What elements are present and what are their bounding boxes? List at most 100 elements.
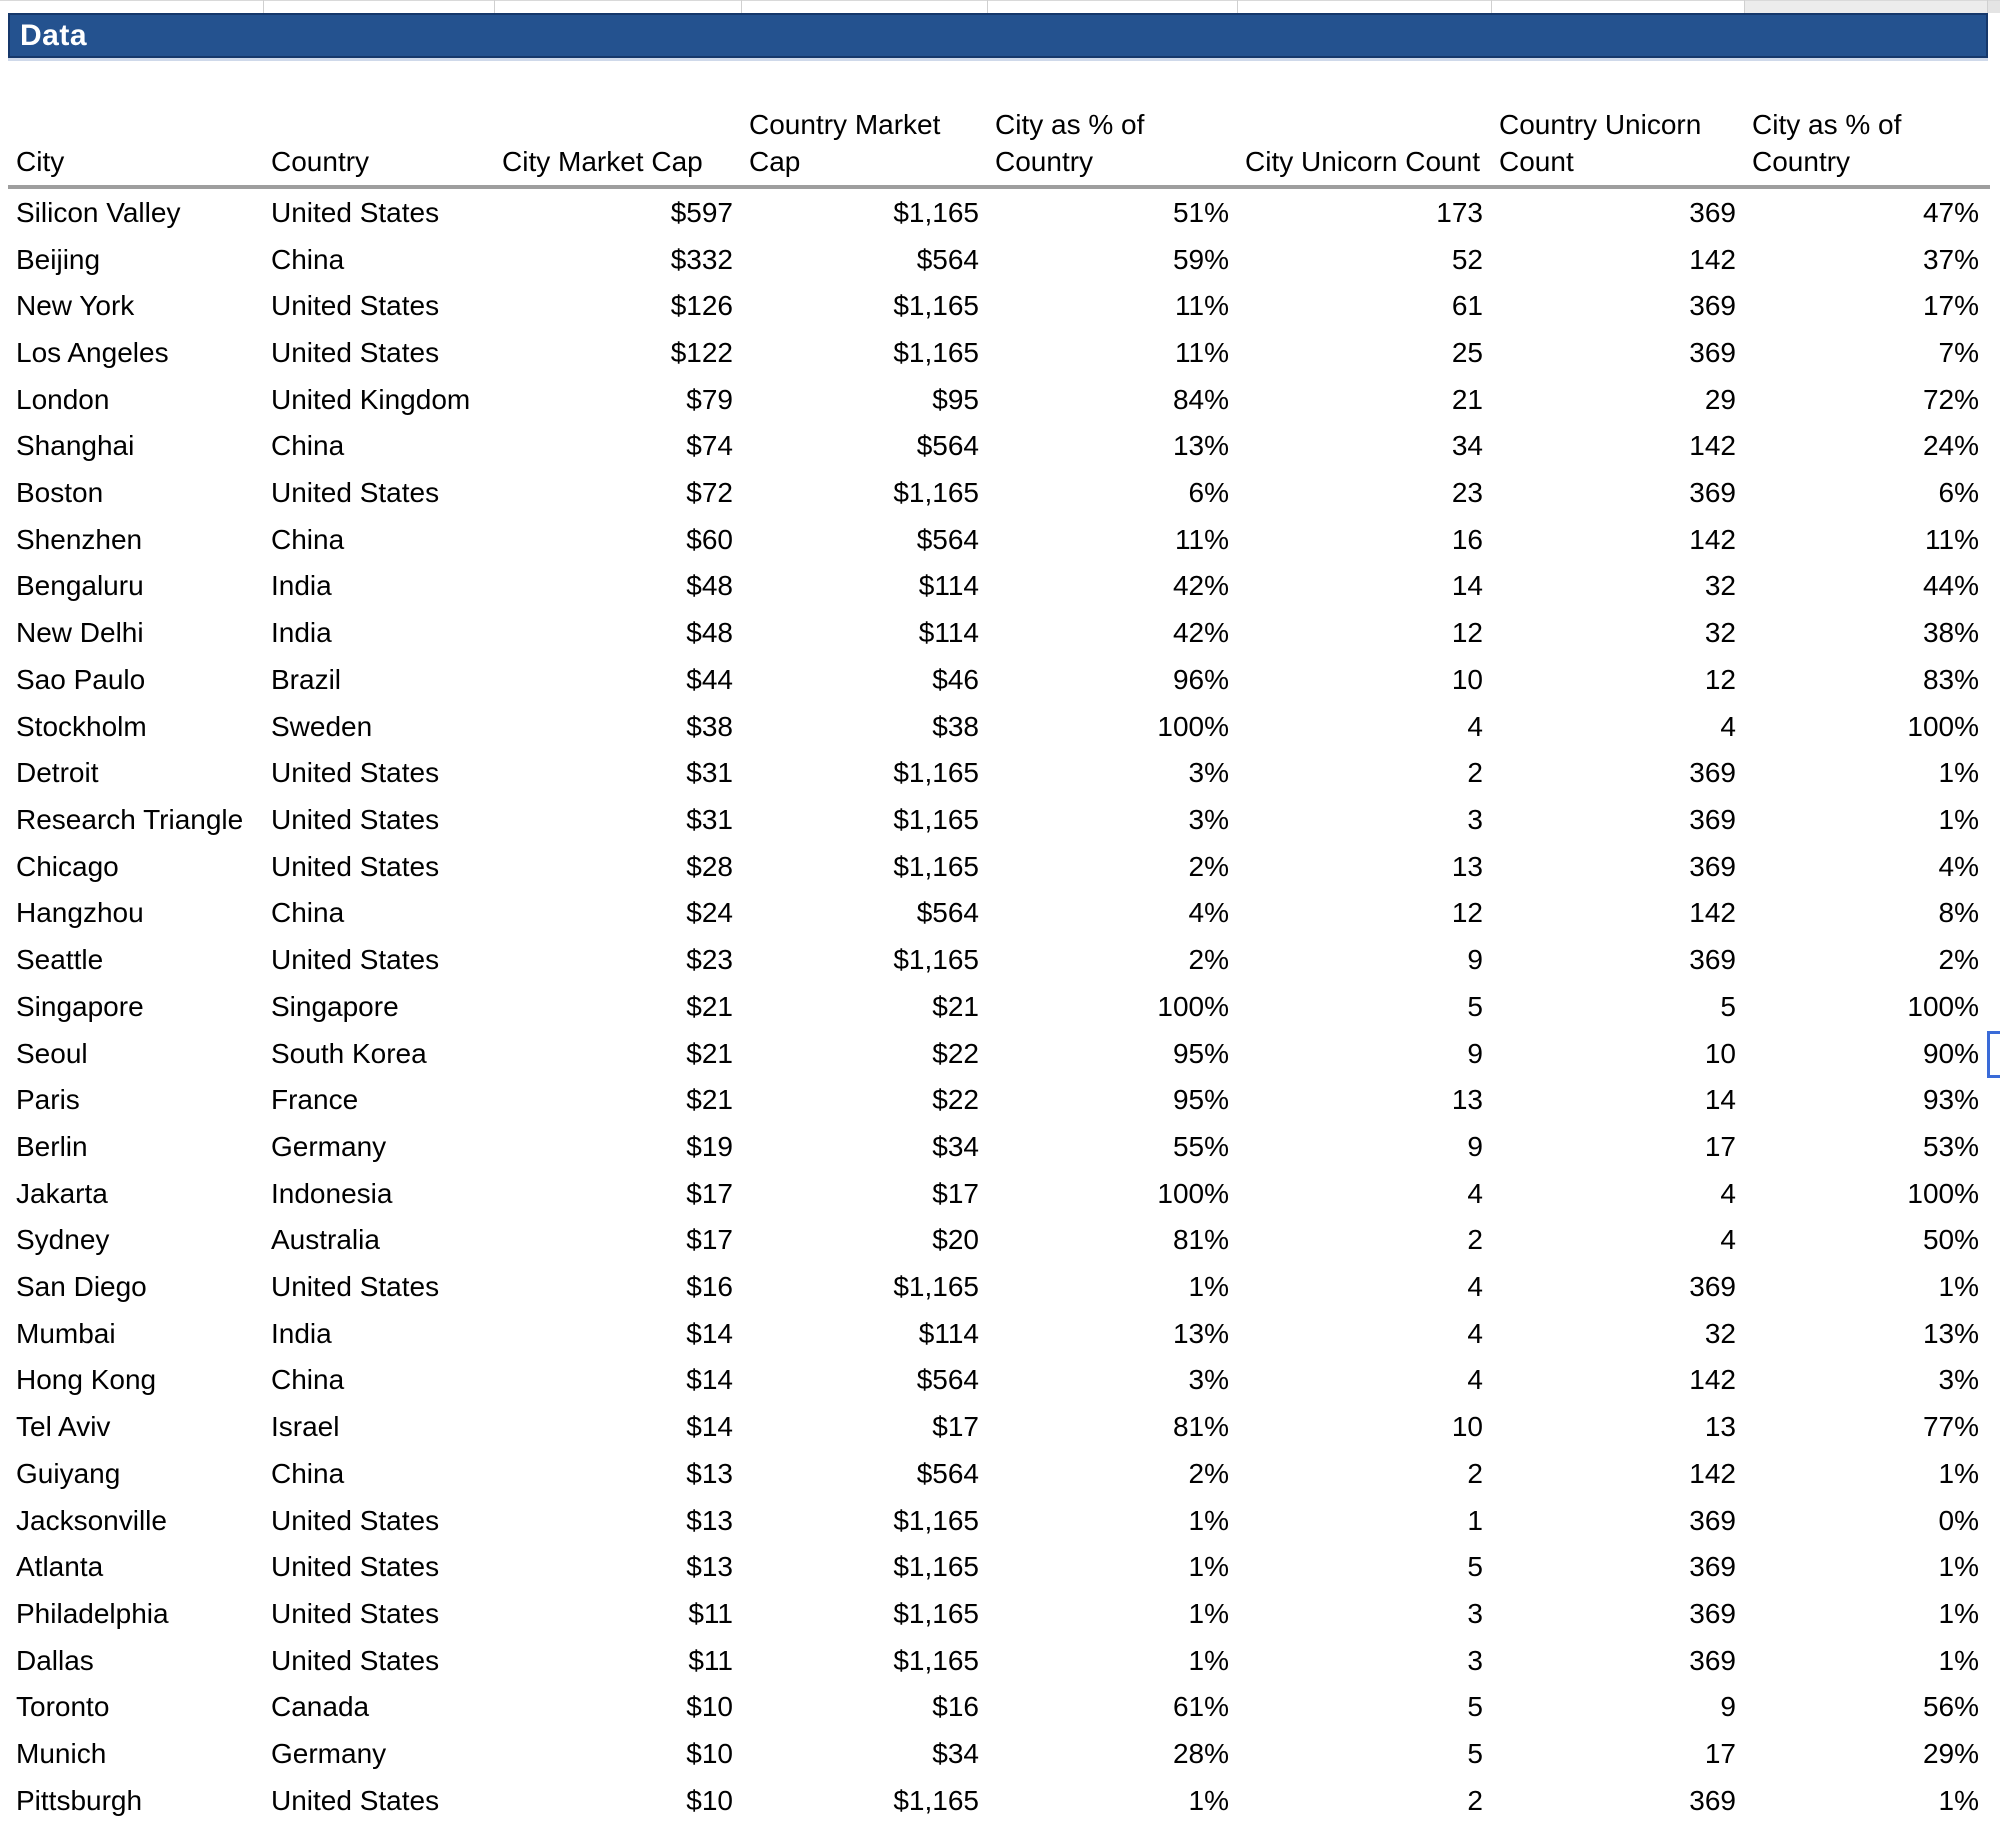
cell-country-market-cap[interactable]: $114 — [918, 617, 979, 649]
cell-city-pct-of-country-unicorns[interactable]: 17% — [1922, 290, 1979, 322]
cell-country[interactable]: United States — [271, 477, 440, 509]
cell-city-market-cap[interactable]: $11 — [688, 1644, 733, 1676]
cell-city-pct-of-country-unicorns[interactable]: 44% — [1922, 570, 1979, 602]
cell-city-pct-of-country-unicorns[interactable]: 24% — [1922, 430, 1979, 462]
cell-country-unicorn-count[interactable]: 369 — [1689, 1551, 1736, 1583]
cell-city-pct-of-country[interactable]: 100% — [1157, 990, 1229, 1022]
cell-city-pct-of-country[interactable]: 81% — [1172, 1224, 1229, 1256]
cell-country[interactable]: United States — [271, 944, 440, 976]
cell-city[interactable]: Mumbai — [16, 1317, 116, 1349]
cell-city[interactable]: London — [16, 383, 110, 415]
cell-city-pct-of-country[interactable]: 3% — [1188, 757, 1229, 789]
cell-city-pct-of-country-unicorns[interactable]: 0% — [1938, 1504, 1979, 1536]
cell-city-market-cap[interactable]: $13 — [686, 1551, 733, 1583]
cell-city-pct-of-country-unicorns[interactable]: 8% — [1938, 897, 1979, 929]
cell-city-market-cap[interactable]: $24 — [686, 897, 733, 929]
cell-country-unicorn-count[interactable]: 142 — [1689, 430, 1736, 462]
cell-city-unicorn-count[interactable]: 2 — [1467, 1224, 1483, 1256]
cell-city-pct-of-country-unicorns[interactable]: 7% — [1938, 336, 1979, 368]
cell-city-pct-of-country-unicorns[interactable]: 4% — [1938, 850, 1979, 882]
cell-city[interactable]: Seoul — [16, 1037, 88, 1069]
cell-city-pct-of-country[interactable]: 13% — [1172, 1317, 1229, 1349]
cell-city-market-cap[interactable]: $23 — [686, 944, 733, 976]
cell-country-unicorn-count[interactable]: 369 — [1689, 944, 1736, 976]
cell-city-market-cap[interactable]: $10 — [686, 1738, 733, 1770]
cell-city[interactable]: Silicon Valley — [16, 196, 181, 228]
cell-city-unicorn-count[interactable]: 9 — [1467, 1130, 1483, 1162]
cell-city-market-cap[interactable]: $38 — [686, 710, 733, 742]
cell-city-pct-of-country-unicorns[interactable]: 100% — [1907, 990, 1979, 1022]
cell-city-market-cap[interactable]: $14 — [686, 1364, 733, 1396]
cell-country[interactable]: Brazil — [271, 663, 342, 695]
cell-country-market-cap[interactable]: $16 — [932, 1691, 979, 1723]
cell-city-pct-of-country-unicorns[interactable]: 1% — [1938, 757, 1979, 789]
cell-city-unicorn-count[interactable]: 4 — [1467, 1317, 1483, 1349]
cell-country-unicorn-count[interactable]: 32 — [1704, 1317, 1736, 1349]
cell-city-unicorn-count[interactable]: 10 — [1451, 663, 1483, 695]
cell-city-pct-of-country[interactable]: 4% — [1188, 897, 1229, 929]
cell-country[interactable]: China — [271, 430, 345, 462]
cell-city-pct-of-country[interactable]: 55% — [1172, 1130, 1229, 1162]
cell-city[interactable]: New Delhi — [16, 617, 144, 649]
cell-city-pct-of-country-unicorns[interactable]: 1% — [1938, 1644, 1979, 1676]
cell-city-pct-of-country-unicorns[interactable]: 47% — [1922, 196, 1979, 228]
cell-country-unicorn-count[interactable]: 369 — [1689, 336, 1736, 368]
cell-city-pct-of-country[interactable]: 95% — [1172, 1037, 1229, 1069]
cell-city-pct-of-country-unicorns[interactable]: 37% — [1922, 243, 1979, 275]
cell-country[interactable]: United States — [271, 290, 440, 322]
cell-city-pct-of-country[interactable]: 1% — [1188, 1551, 1229, 1583]
cell-country-market-cap[interactable]: $20 — [932, 1224, 979, 1256]
cell-country-unicorn-count[interactable]: 369 — [1689, 1597, 1736, 1629]
cell-country[interactable]: China — [271, 523, 345, 555]
cell-country[interactable]: India — [271, 1317, 332, 1349]
cell-country-market-cap[interactable]: $17 — [932, 1177, 979, 1209]
cell-city-pct-of-country-unicorns[interactable]: 3% — [1938, 1364, 1979, 1396]
cell-country[interactable]: France — [271, 1084, 359, 1116]
cell-country-unicorn-count[interactable]: 369 — [1689, 757, 1736, 789]
cell-country[interactable]: South Korea — [271, 1037, 427, 1069]
cell-country-unicorn-count[interactable]: 369 — [1689, 850, 1736, 882]
cell-city[interactable]: Hong Kong — [16, 1364, 157, 1396]
cell-city-market-cap[interactable]: $19 — [686, 1130, 733, 1162]
cell-city-unicorn-count[interactable]: 9 — [1467, 1037, 1483, 1069]
cell-city-pct-of-country-unicorns[interactable]: 38% — [1922, 617, 1979, 649]
cell-city[interactable]: Sydney — [16, 1224, 110, 1256]
cell-city[interactable]: Dallas — [16, 1644, 94, 1676]
cell-city-pct-of-country[interactable]: 1% — [1188, 1644, 1229, 1676]
cell-city-market-cap[interactable]: $48 — [686, 617, 733, 649]
cell-city-market-cap[interactable]: $72 — [686, 477, 733, 509]
cell-country-unicorn-count[interactable]: 142 — [1689, 1457, 1736, 1489]
cell-city-unicorn-count[interactable]: 4 — [1467, 1364, 1483, 1396]
cell-country-market-cap[interactable]: $1,165 — [893, 336, 979, 368]
cell-city[interactable]: Toronto — [16, 1691, 110, 1723]
cell-city-unicorn-count[interactable]: 13 — [1451, 850, 1483, 882]
cell-city[interactable]: Los Angeles — [16, 336, 169, 368]
header-cell-country-unicorn-count[interactable]: Country Unicorn Count — [1499, 109, 1702, 177]
cell-country-unicorn-count[interactable]: 12 — [1704, 663, 1736, 695]
cell-city-unicorn-count[interactable]: 10 — [1451, 1411, 1483, 1443]
cell-city-pct-of-country-unicorns[interactable]: 1% — [1938, 1597, 1979, 1629]
cell-city-unicorn-count[interactable]: 9 — [1467, 944, 1483, 976]
cell-country-market-cap[interactable]: $1,165 — [893, 803, 979, 835]
cell-city-unicorn-count[interactable]: 25 — [1451, 336, 1483, 368]
cell-country[interactable]: Singapore — [271, 990, 399, 1022]
cell-city-pct-of-country[interactable]: 1% — [1188, 1504, 1229, 1536]
cell-country-market-cap[interactable]: $1,165 — [893, 196, 979, 228]
cell-city-unicorn-count[interactable]: 3 — [1467, 1597, 1483, 1629]
cell-city-market-cap[interactable]: $48 — [686, 570, 733, 602]
cell-country-market-cap[interactable]: $1,165 — [893, 944, 979, 976]
cell-country-unicorn-count[interactable]: 29 — [1704, 383, 1736, 415]
cell-city-pct-of-country-unicorns[interactable]: 1% — [1938, 1784, 1979, 1816]
cell-country-unicorn-count[interactable]: 9 — [1720, 1691, 1736, 1723]
cell-country-unicorn-count[interactable]: 17 — [1704, 1738, 1736, 1770]
cell-country[interactable]: United States — [271, 803, 440, 835]
cell-country-unicorn-count[interactable]: 142 — [1689, 243, 1736, 275]
cell-city-pct-of-country-unicorns[interactable]: 83% — [1922, 663, 1979, 695]
cell-city-unicorn-count[interactable]: 2 — [1467, 757, 1483, 789]
cell-city-pct-of-country-unicorns[interactable]: 2% — [1938, 944, 1979, 976]
cell-city[interactable]: Beijing — [16, 243, 101, 275]
cell-country-market-cap[interactable]: $34 — [932, 1738, 979, 1770]
cell-city-unicorn-count[interactable]: 21 — [1451, 383, 1483, 415]
cell-city-pct-of-country-unicorns[interactable]: 56% — [1922, 1691, 1979, 1723]
cell-city-pct-of-country[interactable]: 6% — [1188, 477, 1229, 509]
